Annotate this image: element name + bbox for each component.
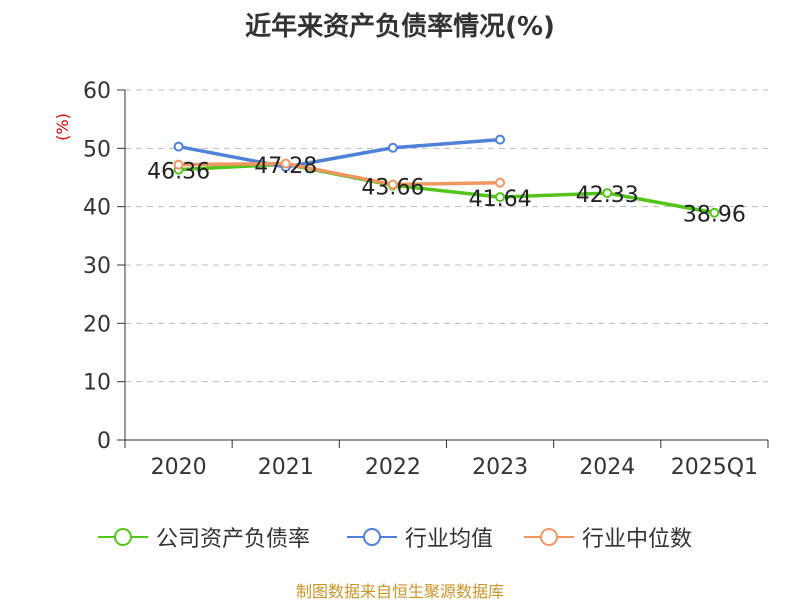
- y-tick-label-10: 10: [83, 371, 111, 396]
- legend-item-industry-mean[interactable]: 行业均值: [347, 520, 493, 554]
- series-2-point-2023: [495, 177, 506, 188]
- x-tick-label-2021: 2021: [258, 455, 314, 480]
- x-tick-label-2022: 2022: [365, 455, 421, 480]
- series-0-point-2023: [495, 192, 506, 203]
- data-label-2023: 41.64: [469, 187, 532, 212]
- series-2-point-2021: [280, 158, 291, 169]
- y-tick-label-50: 50: [83, 137, 111, 162]
- chart-title: 近年来资产负债率情况(%): [245, 12, 555, 42]
- x-tick-label-2025Q1: 2025Q1: [671, 455, 758, 480]
- series-2-point-2020: [173, 159, 184, 170]
- y-tick-label-40: 40: [83, 196, 111, 221]
- series: [173, 134, 720, 218]
- legend-label-industry-median: 行业中位数: [582, 527, 693, 552]
- y-tick-label-30: 30: [83, 254, 111, 279]
- y-axis-label: (%): [53, 113, 72, 141]
- data-label-2021: 47.28: [254, 154, 317, 179]
- legend-swatch-industry-mean: [347, 528, 397, 546]
- x-tick-label-2024: 2024: [579, 455, 635, 480]
- series-1-point-2020: [173, 141, 184, 152]
- legend-swatch-company: [98, 528, 148, 546]
- grid-lines: [125, 89, 768, 383]
- legend: 公司资产负债率 行业均值 行业中位数: [0, 520, 800, 554]
- y-tick-label-60: 60: [83, 79, 111, 104]
- series-1-point-2023: [495, 134, 506, 145]
- y-tick-label-20: 20: [83, 312, 111, 337]
- data-label-2022: 43.66: [361, 175, 424, 200]
- series-0-point-2025Q1: [709, 207, 720, 218]
- legend-item-company[interactable]: 公司资产负债率: [98, 520, 310, 554]
- legend-label-company: 公司资产负债率: [156, 527, 311, 552]
- series-line-1: [178, 137, 501, 169]
- y-tick-label-0: 0: [97, 429, 111, 454]
- x-tick-label-2023: 2023: [472, 455, 528, 480]
- series-2-point-2022: [387, 179, 398, 190]
- data-label-2025Q1: 38.96: [683, 203, 746, 228]
- x-tick-label-2020: 2020: [151, 455, 207, 480]
- data-label-2020: 46.36: [147, 160, 210, 185]
- legend-label-industry-mean: 行业均值: [405, 527, 494, 552]
- legend-swatch-industry-median: [524, 528, 574, 546]
- series-1-point-2022: [387, 142, 398, 153]
- series-0-point-2024: [602, 188, 613, 199]
- series-line-2: [178, 161, 501, 187]
- axes: 0 10 20 30 40 50 60 2020 2021 2022 2023 2024 2025Q1: [83, 79, 769, 480]
- data-labels: 46.36 47.28 43.66 41.64 42.33 38.96: [147, 154, 746, 228]
- legend-item-industry-median[interactable]: 行业中位数: [524, 520, 692, 554]
- data-label-2024: 42.33: [576, 183, 639, 208]
- source-note: 制图数据来自恒生聚源数据库: [295, 582, 504, 601]
